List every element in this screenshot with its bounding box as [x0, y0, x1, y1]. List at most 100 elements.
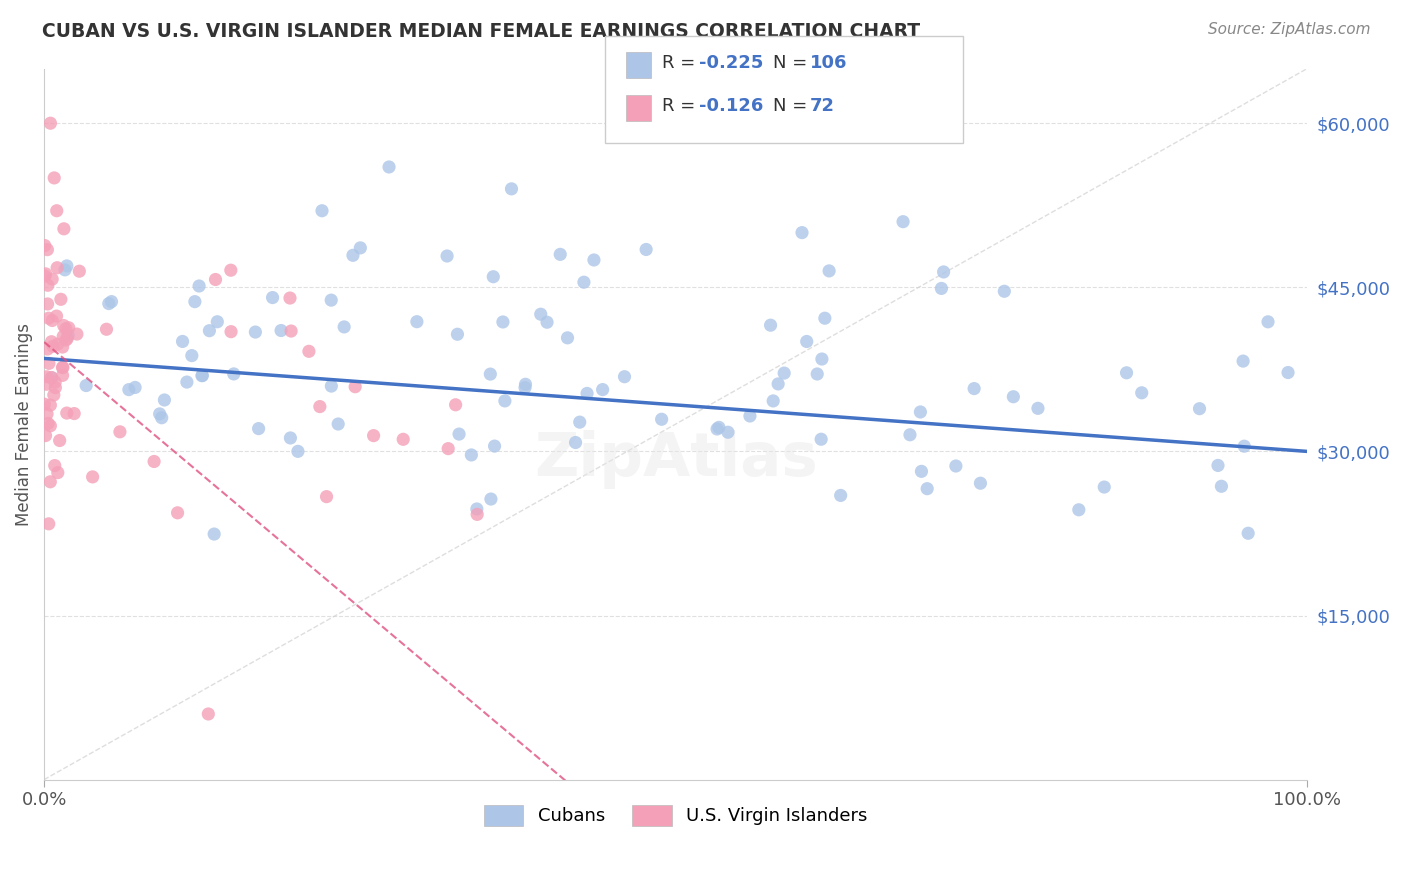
Point	[814, 311, 837, 326]
Point	[328, 417, 350, 431]
Point	[513, 381, 536, 395]
Point	[45, 203, 67, 218]
Point	[287, 444, 309, 458]
Point	[465, 508, 488, 522]
Point	[717, 425, 740, 440]
Point	[790, 226, 813, 240]
Point	[176, 375, 198, 389]
Point	[44, 381, 66, 395]
Point	[738, 409, 761, 423]
Y-axis label: Median Female Earnings: Median Female Earnings	[15, 323, 32, 525]
Point	[39, 398, 62, 412]
Point	[891, 215, 914, 229]
Point	[44, 458, 66, 473]
Point	[184, 294, 207, 309]
Point	[1277, 366, 1299, 380]
Point	[66, 327, 89, 342]
Point	[100, 294, 122, 309]
Point	[1232, 354, 1254, 368]
Point	[75, 378, 97, 392]
Point	[1067, 502, 1090, 516]
Point	[41, 371, 63, 385]
Point	[97, 296, 120, 310]
Point	[219, 263, 242, 277]
Point	[915, 482, 938, 496]
Point	[278, 291, 301, 305]
Text: 106: 106	[810, 54, 848, 72]
Point	[392, 433, 415, 447]
Point	[706, 422, 728, 436]
Point	[548, 247, 571, 261]
Point	[55, 333, 77, 347]
Point	[45, 309, 67, 323]
Point	[52, 360, 75, 375]
Point	[198, 324, 221, 338]
Point	[41, 370, 63, 384]
Text: -0.225: -0.225	[699, 54, 763, 72]
Point	[349, 241, 371, 255]
Point	[1211, 479, 1233, 493]
Point	[44, 170, 66, 185]
Point	[479, 367, 502, 381]
Point	[494, 393, 516, 408]
Point	[37, 243, 59, 257]
Point	[1092, 480, 1115, 494]
Point	[52, 329, 75, 343]
Point	[479, 491, 502, 506]
Point	[124, 380, 146, 394]
Point	[34, 428, 56, 442]
Point	[484, 439, 506, 453]
Point	[58, 320, 80, 334]
Point	[197, 706, 219, 721]
Point	[932, 265, 955, 279]
Point	[37, 297, 59, 311]
Point	[96, 322, 118, 336]
Text: R =: R =	[662, 97, 702, 115]
Point	[108, 425, 131, 439]
Point	[52, 340, 75, 354]
Point	[931, 281, 953, 295]
Point	[35, 369, 58, 384]
Point	[446, 327, 468, 342]
Point	[796, 334, 818, 349]
Point	[39, 116, 62, 130]
Point	[1188, 401, 1211, 416]
Text: N =: N =	[773, 54, 813, 72]
Point	[592, 383, 614, 397]
Point	[762, 393, 785, 408]
Point	[501, 182, 523, 196]
Point	[613, 369, 636, 384]
Point	[515, 377, 537, 392]
Text: CUBAN VS U.S. VIRGIN ISLANDER MEDIAN FEMALE EARNINGS CORRELATION CHART: CUBAN VS U.S. VIRGIN ISLANDER MEDIAN FEM…	[42, 22, 921, 41]
Point	[298, 344, 321, 359]
Point	[34, 267, 56, 281]
Point	[910, 405, 932, 419]
Point	[564, 435, 586, 450]
Point	[810, 432, 832, 446]
Point	[449, 427, 471, 442]
Point	[34, 238, 56, 252]
Point	[42, 388, 65, 402]
Text: R =: R =	[662, 54, 702, 72]
Point	[202, 527, 225, 541]
Point	[222, 367, 245, 381]
Point	[37, 417, 59, 431]
Point	[1002, 390, 1025, 404]
Point	[153, 392, 176, 407]
Point	[262, 291, 284, 305]
Point	[1206, 458, 1229, 473]
Point	[759, 318, 782, 333]
Point	[482, 269, 505, 284]
Point	[321, 379, 343, 393]
Point	[52, 368, 75, 383]
Point	[149, 407, 172, 421]
Point	[219, 325, 242, 339]
Point	[46, 260, 69, 275]
Text: ZipAtlas: ZipAtlas	[534, 430, 817, 489]
Point	[41, 334, 63, 349]
Text: -0.126: -0.126	[699, 97, 763, 115]
Point	[38, 516, 60, 531]
Point	[910, 464, 932, 478]
Point	[41, 272, 63, 286]
Point	[38, 356, 60, 370]
